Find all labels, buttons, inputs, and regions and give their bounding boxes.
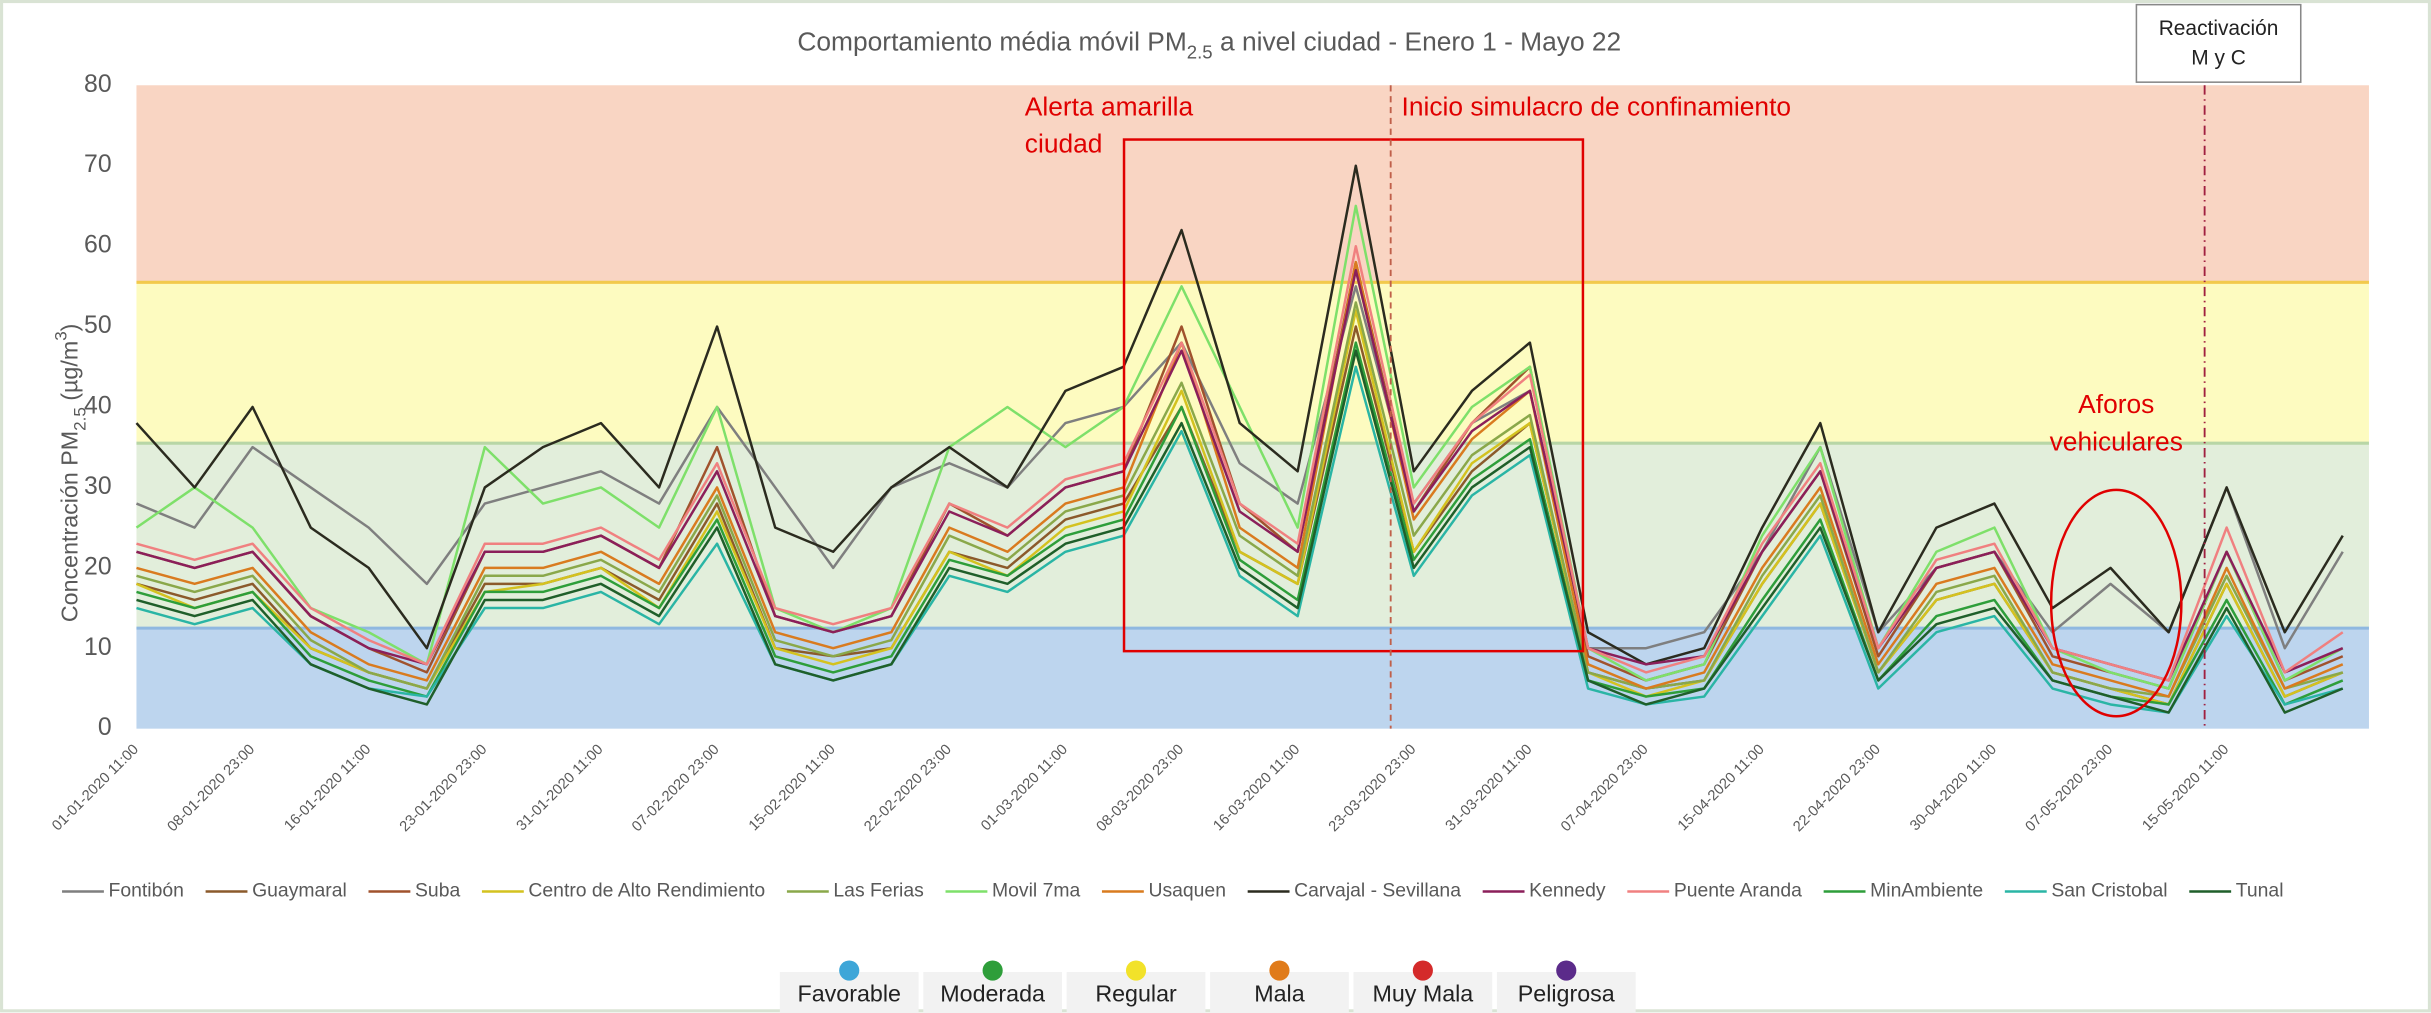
legend-label: Kennedy xyxy=(1529,880,1606,902)
quality-label: Regular xyxy=(1095,980,1177,1006)
legend-label: Las Ferias xyxy=(833,880,923,902)
quality-band xyxy=(136,282,2369,444)
legend-label: Suba xyxy=(415,880,460,902)
quality-dot xyxy=(982,960,1003,981)
series-line xyxy=(136,268,2344,682)
title-part: a nivel ciudad - Enero 1 - Mayo 22 xyxy=(1213,26,1622,56)
quality-dot xyxy=(839,960,860,981)
quality-label: Favorable xyxy=(798,980,901,1006)
series-line xyxy=(136,244,2344,682)
quality-label: Muy Mala xyxy=(1372,980,1473,1006)
y-tick-label: 30 xyxy=(84,473,112,500)
quality-dot xyxy=(1556,960,1577,981)
legend-label: Usaquen xyxy=(1148,880,1226,902)
annotation-text: Aforos xyxy=(2078,389,2154,419)
series-line xyxy=(136,365,2344,714)
legend-label: Movil 7ma xyxy=(992,880,1080,902)
quality-band xyxy=(136,628,2369,729)
y-tick-label: 80 xyxy=(84,71,112,98)
legend-label: Puente Aranda xyxy=(1674,880,1802,902)
annotation-text: vehiculares xyxy=(2050,426,2183,456)
legend-label: Fontibón xyxy=(109,880,184,902)
legend-label: Carvajal - Sevillana xyxy=(1294,880,1461,902)
legend-label: Centro de Alto Rendimiento xyxy=(528,880,765,902)
y-tick-label: 10 xyxy=(84,634,112,661)
annotation-text: Reactivación xyxy=(2159,17,2279,40)
y-tick-label: 0 xyxy=(98,714,112,741)
title-part: Comportamiento média móvil PM xyxy=(797,26,1186,56)
legend-label: Tunal xyxy=(2236,880,2284,902)
quality-dot xyxy=(1269,960,1290,981)
annotation-text: ciudad xyxy=(1025,129,1103,159)
ylabel-sup: 3 xyxy=(51,331,70,340)
series-line xyxy=(136,341,2344,706)
annotation-box xyxy=(2135,3,2302,83)
y-tick-label: 60 xyxy=(84,232,112,259)
series-line xyxy=(135,204,2344,690)
series-line xyxy=(136,349,2344,714)
annotation-box xyxy=(1122,138,1585,653)
ylabel-sub: 2.5 xyxy=(70,407,89,431)
quality-label: Peligrosa xyxy=(1518,980,1615,1006)
series-line xyxy=(136,260,2344,698)
annotation-text: Alerta amarilla xyxy=(1025,91,1194,121)
series-line xyxy=(136,301,2344,698)
series-line xyxy=(135,164,2344,666)
quality-dot xyxy=(1125,960,1147,981)
annotation-ellipse xyxy=(2049,488,2183,718)
chart-title: Comportamiento média móvil PM2.5 a nivel… xyxy=(797,26,1621,62)
y-tick-label: 50 xyxy=(84,312,112,339)
y-axis-label: Concentración PM2.5 (µg/m3) xyxy=(51,324,89,623)
legend-label: Guaymaral xyxy=(252,880,347,902)
annotation-text: M y C xyxy=(2191,46,2246,69)
y-tick-label: 40 xyxy=(84,393,112,420)
legend-label: MinAmbiente xyxy=(1870,880,1983,902)
y-tick-label: 70 xyxy=(84,151,112,178)
series-line xyxy=(135,309,2344,706)
ylabel-part: ) xyxy=(56,324,82,332)
title-sub: 2.5 xyxy=(1187,42,1213,63)
quality-band xyxy=(136,85,2369,283)
legend-label: San Cristobal xyxy=(2051,880,2167,902)
quality-label: Mala xyxy=(1254,980,1304,1006)
annotation-text: Inicio simulacro de confinamiento xyxy=(1402,91,1792,121)
y-tick-label: 20 xyxy=(84,553,112,580)
ylabel-part: (µg/m xyxy=(56,341,82,407)
quality-dot xyxy=(1412,960,1433,981)
ylabel-part: Concentración PM xyxy=(56,431,82,622)
quality-label: Moderada xyxy=(940,980,1045,1006)
